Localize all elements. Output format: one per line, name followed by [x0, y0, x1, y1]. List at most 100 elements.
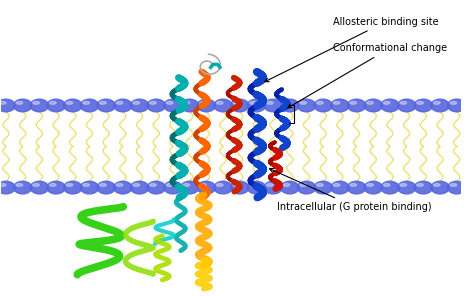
Ellipse shape — [450, 184, 457, 186]
Ellipse shape — [33, 184, 39, 186]
Ellipse shape — [197, 99, 215, 112]
Ellipse shape — [417, 184, 423, 186]
Ellipse shape — [333, 102, 340, 104]
Ellipse shape — [114, 99, 132, 112]
Ellipse shape — [347, 181, 365, 194]
Ellipse shape — [300, 184, 307, 186]
Ellipse shape — [116, 184, 123, 186]
Ellipse shape — [16, 102, 23, 104]
Ellipse shape — [49, 184, 56, 186]
Ellipse shape — [264, 99, 282, 112]
Ellipse shape — [147, 99, 165, 112]
Ellipse shape — [250, 102, 256, 104]
Text: Conformational change: Conformational change — [288, 43, 447, 108]
Ellipse shape — [264, 181, 282, 194]
Ellipse shape — [100, 102, 106, 104]
Ellipse shape — [81, 181, 99, 194]
Ellipse shape — [350, 102, 356, 104]
Ellipse shape — [130, 181, 149, 194]
Ellipse shape — [297, 99, 316, 112]
Ellipse shape — [398, 181, 416, 194]
Ellipse shape — [231, 99, 249, 112]
Ellipse shape — [233, 184, 240, 186]
Ellipse shape — [14, 99, 32, 112]
Ellipse shape — [266, 184, 273, 186]
Ellipse shape — [414, 99, 432, 112]
Ellipse shape — [133, 102, 139, 104]
Ellipse shape — [114, 181, 132, 194]
Ellipse shape — [447, 181, 466, 194]
Ellipse shape — [30, 181, 48, 194]
Ellipse shape — [450, 102, 457, 104]
Ellipse shape — [97, 99, 115, 112]
Ellipse shape — [300, 102, 307, 104]
Ellipse shape — [81, 99, 99, 112]
Ellipse shape — [0, 184, 6, 186]
Ellipse shape — [417, 102, 423, 104]
Ellipse shape — [183, 184, 190, 186]
Ellipse shape — [447, 99, 466, 112]
Ellipse shape — [133, 184, 139, 186]
Ellipse shape — [381, 99, 399, 112]
Ellipse shape — [200, 184, 206, 186]
Ellipse shape — [166, 184, 173, 186]
Ellipse shape — [150, 184, 156, 186]
Ellipse shape — [66, 102, 73, 104]
Ellipse shape — [383, 184, 390, 186]
Ellipse shape — [166, 102, 173, 104]
Ellipse shape — [0, 99, 15, 112]
Ellipse shape — [317, 184, 323, 186]
Ellipse shape — [30, 99, 48, 112]
Ellipse shape — [281, 181, 299, 194]
Ellipse shape — [433, 184, 440, 186]
Ellipse shape — [398, 99, 416, 112]
Ellipse shape — [400, 102, 407, 104]
Ellipse shape — [116, 102, 123, 104]
Ellipse shape — [231, 181, 249, 194]
Ellipse shape — [183, 102, 190, 104]
Ellipse shape — [97, 181, 115, 194]
Ellipse shape — [0, 181, 15, 194]
Ellipse shape — [283, 102, 290, 104]
Ellipse shape — [383, 102, 390, 104]
Ellipse shape — [233, 102, 240, 104]
Ellipse shape — [214, 99, 232, 112]
Ellipse shape — [367, 102, 373, 104]
Ellipse shape — [431, 181, 449, 194]
Ellipse shape — [367, 184, 373, 186]
Ellipse shape — [214, 181, 232, 194]
Ellipse shape — [217, 184, 223, 186]
Ellipse shape — [331, 99, 349, 112]
Ellipse shape — [83, 184, 90, 186]
Ellipse shape — [14, 181, 32, 194]
Ellipse shape — [100, 184, 106, 186]
Ellipse shape — [350, 184, 356, 186]
Ellipse shape — [83, 102, 90, 104]
Ellipse shape — [181, 181, 199, 194]
Ellipse shape — [47, 99, 65, 112]
Ellipse shape — [364, 99, 383, 112]
Ellipse shape — [33, 102, 39, 104]
Ellipse shape — [347, 99, 365, 112]
Ellipse shape — [66, 184, 73, 186]
Ellipse shape — [49, 102, 56, 104]
Ellipse shape — [217, 102, 223, 104]
Ellipse shape — [247, 181, 265, 194]
Ellipse shape — [381, 181, 399, 194]
Ellipse shape — [247, 99, 265, 112]
Ellipse shape — [297, 181, 316, 194]
Ellipse shape — [16, 184, 23, 186]
Ellipse shape — [250, 184, 256, 186]
Ellipse shape — [181, 99, 199, 112]
Ellipse shape — [47, 181, 65, 194]
Ellipse shape — [164, 181, 182, 194]
Ellipse shape — [314, 99, 332, 112]
Ellipse shape — [283, 184, 290, 186]
Ellipse shape — [64, 181, 82, 194]
Ellipse shape — [281, 99, 299, 112]
Ellipse shape — [200, 102, 206, 104]
Ellipse shape — [130, 99, 149, 112]
Ellipse shape — [164, 99, 182, 112]
Ellipse shape — [333, 184, 340, 186]
Ellipse shape — [150, 102, 156, 104]
